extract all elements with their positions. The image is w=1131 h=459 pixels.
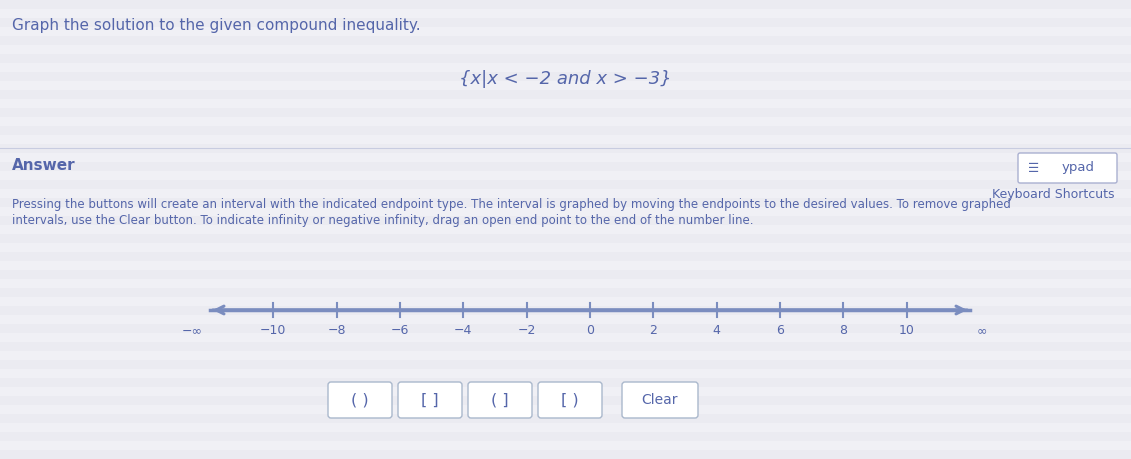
Bar	[0, 180, 1131, 189]
Bar	[0, 252, 1131, 261]
Bar	[0, 324, 1131, 333]
Text: 8: 8	[839, 324, 847, 337]
FancyBboxPatch shape	[538, 382, 602, 418]
Text: −6: −6	[391, 324, 409, 337]
Bar	[0, 216, 1131, 225]
Text: −8: −8	[327, 324, 346, 337]
Text: 2: 2	[649, 324, 657, 337]
FancyBboxPatch shape	[1018, 153, 1117, 183]
Bar	[0, 342, 1131, 351]
Text: Keyboard Shortcuts: Keyboard Shortcuts	[993, 188, 1115, 201]
Text: −4: −4	[455, 324, 473, 337]
Text: −∞: −∞	[182, 324, 202, 337]
FancyBboxPatch shape	[468, 382, 532, 418]
Text: 0: 0	[586, 324, 594, 337]
FancyBboxPatch shape	[328, 382, 392, 418]
Text: 6: 6	[776, 324, 784, 337]
Bar	[0, 144, 1131, 153]
Bar	[0, 126, 1131, 135]
Text: ☰: ☰	[1028, 162, 1039, 174]
Text: {x|x < −2 and x > −3}: {x|x < −2 and x > −3}	[459, 70, 672, 88]
Bar	[0, 162, 1131, 171]
Bar	[0, 0, 1131, 9]
FancyBboxPatch shape	[398, 382, 461, 418]
Bar	[0, 108, 1131, 117]
Text: Pressing the buttons will create an interval with the indicated endpoint type. T: Pressing the buttons will create an inte…	[12, 198, 1011, 211]
Bar	[0, 198, 1131, 207]
Text: ypad: ypad	[1062, 162, 1095, 174]
Bar	[0, 270, 1131, 279]
Text: Answer: Answer	[12, 158, 76, 173]
Text: ( ]: ( ]	[491, 392, 509, 408]
Bar	[0, 36, 1131, 45]
Text: ( ): ( )	[352, 392, 369, 408]
Text: −2: −2	[518, 324, 536, 337]
Text: [ ): [ )	[561, 392, 579, 408]
Text: 10: 10	[899, 324, 915, 337]
Bar	[0, 54, 1131, 63]
Bar	[0, 414, 1131, 423]
Text: 4: 4	[713, 324, 720, 337]
Text: intervals, use the Clear button. To indicate infinity or negative infinity, drag: intervals, use the Clear button. To indi…	[12, 214, 753, 227]
Text: [ ]: [ ]	[421, 392, 439, 408]
Bar	[0, 18, 1131, 27]
Bar	[0, 90, 1131, 99]
Bar	[0, 450, 1131, 459]
Bar	[0, 288, 1131, 297]
Text: ∞: ∞	[977, 324, 987, 337]
FancyBboxPatch shape	[622, 382, 698, 418]
Bar	[0, 360, 1131, 369]
Bar	[0, 306, 1131, 315]
Text: Graph the solution to the given compound inequality.: Graph the solution to the given compound…	[12, 18, 421, 33]
Bar	[0, 72, 1131, 81]
Bar	[0, 396, 1131, 405]
Bar	[0, 432, 1131, 441]
Bar	[0, 234, 1131, 243]
Text: −10: −10	[260, 324, 286, 337]
Bar	[0, 378, 1131, 387]
Text: Clear: Clear	[641, 393, 679, 407]
